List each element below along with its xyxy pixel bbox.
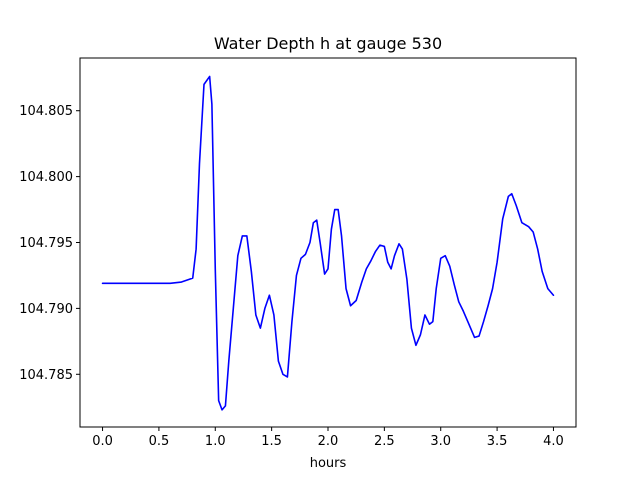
- y-tick-label: 104.805: [19, 104, 73, 119]
- y-tick-label: 104.800: [19, 170, 73, 185]
- x-tick-label: 2.0: [318, 434, 339, 449]
- chart-title: Water Depth h at gauge 530: [214, 34, 442, 53]
- plot-area: 0.0 0.5 1.0 1.5 2.0 2.5 3.0 3.5 4.0 104.785 104.79…: [19, 57, 577, 449]
- series-line-h: [101, 75, 555, 411]
- x-tick-label: 1.5: [261, 434, 282, 449]
- x-axis-label: hours: [310, 456, 347, 471]
- x-tick-label: 1.0: [205, 434, 226, 449]
- x-tick-label: 3.0: [430, 434, 451, 449]
- y-tick-label: 104.795: [19, 236, 73, 251]
- x-tick-label: 3.5: [487, 434, 508, 449]
- x-tick-label: 4.0: [543, 434, 564, 449]
- y-tick-label: 104.785: [19, 368, 73, 383]
- y-tick-label: 104.790: [19, 302, 73, 317]
- x-tick-label: 0.0: [92, 434, 113, 449]
- plot-frame: [79, 57, 577, 428]
- x-tick-label: 2.5: [374, 434, 395, 449]
- x-tick-label: 0.5: [149, 434, 170, 449]
